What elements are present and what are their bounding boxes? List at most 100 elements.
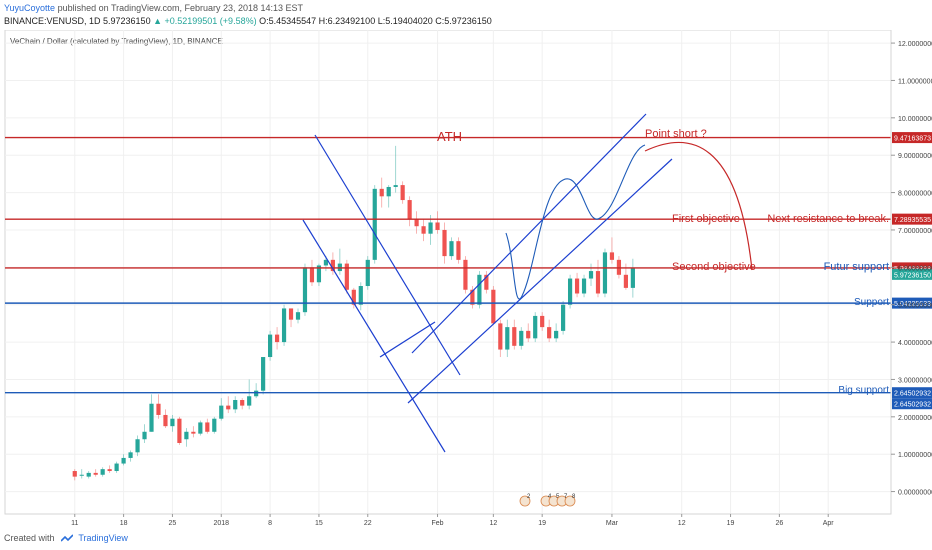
candle-body xyxy=(247,396,252,406)
y-tick-label: 11.00000000 xyxy=(898,78,932,85)
candle-body xyxy=(107,469,112,472)
event-marker-count: 4 xyxy=(548,494,552,500)
candle-body xyxy=(323,259,329,266)
second-objective-label: Second objective xyxy=(672,261,756,273)
level-price-label: 5.04225633 xyxy=(894,301,931,308)
candle-body xyxy=(435,222,440,230)
candle-body xyxy=(491,289,496,324)
level-price-label: 2.64502932 xyxy=(894,391,931,398)
price-axis[interactable]: 0.00000000 1.00000000 2.00000000 3.00000000… xyxy=(890,30,932,514)
projection-wave xyxy=(505,144,646,300)
candle-body xyxy=(588,271,594,279)
big-support-label: Big support xyxy=(838,385,889,396)
candle-body xyxy=(526,330,531,339)
candle-body xyxy=(309,267,315,283)
event-marker-icon[interactable] xyxy=(519,495,531,507)
candle-body xyxy=(135,439,140,453)
first-objective-label: First objective xyxy=(672,213,740,225)
symbol-price: BINANCE:VENUSD, 1D 5.97236150 xyxy=(4,16,151,26)
time-axis[interactable]: 11 18 25 2018 8 15 22 Feb 12 19 Mar 12 19 26 Apr xyxy=(5,513,891,527)
candle-body xyxy=(421,226,426,234)
event-marker-count: 5 xyxy=(556,494,560,500)
candle-body xyxy=(274,334,280,343)
level-price-label: 2.64502932 xyxy=(894,402,931,409)
candle-body xyxy=(595,271,601,294)
candle-body xyxy=(79,474,84,476)
candle-body xyxy=(574,278,580,294)
y-tick-label: 4.00000000 xyxy=(898,340,932,347)
projection-arc xyxy=(644,141,753,271)
futur-support-label: Futur support xyxy=(824,261,889,273)
candle-body xyxy=(379,188,384,197)
ath-label: ATH xyxy=(437,129,462,144)
candle-body xyxy=(240,400,245,406)
level-price-tag xyxy=(892,262,932,274)
candle-body xyxy=(407,200,412,219)
level-price-tag xyxy=(892,297,932,309)
event-marker-count: 7 xyxy=(564,494,568,500)
candle-body xyxy=(540,315,545,328)
candle-body xyxy=(505,327,510,350)
event-marker-icon[interactable] xyxy=(564,495,576,507)
candle-body xyxy=(121,457,126,464)
candle-body xyxy=(72,471,77,477)
asc-channel-lower xyxy=(407,158,673,404)
author-link[interactable]: YuyuCoyotte xyxy=(4,3,56,13)
y-tick-label: 6.00000000 xyxy=(898,265,932,272)
desc-channel-lower xyxy=(302,219,446,453)
candle-body xyxy=(268,334,273,358)
desc-channel-upper xyxy=(314,134,461,376)
level-price-label: 9.47163873 xyxy=(894,136,931,143)
point-short-label: Point short ? xyxy=(645,128,707,140)
candle-body xyxy=(351,289,356,305)
price-chart[interactable]: VeChain / Dollar (calculated by TradingV… xyxy=(0,29,932,530)
y-tick-label: 12.00000000 xyxy=(898,41,932,48)
level-price-tag xyxy=(892,398,932,410)
candle-body xyxy=(372,188,377,260)
x-tick-label: 12 xyxy=(678,520,686,527)
y-tick-label: 1.00000000 xyxy=(898,452,932,459)
x-tick-label: 19 xyxy=(538,520,546,527)
event-marker-count: 8 xyxy=(572,494,576,500)
candle-body xyxy=(484,274,489,290)
candle-body xyxy=(205,422,210,432)
candle-body xyxy=(86,472,91,477)
chart-header: YuyuCoyotte published on TradingView.com… xyxy=(0,0,932,30)
level-price-tag xyxy=(892,132,932,144)
candle-body xyxy=(533,315,538,339)
candle-body xyxy=(609,252,615,260)
candle-body xyxy=(463,259,468,290)
candle-body xyxy=(149,403,154,432)
chart-area[interactable]: VeChain / Dollar (calculated by TradingV… xyxy=(0,29,932,530)
x-tick-label: 22 xyxy=(364,520,372,527)
asc-channel-upper xyxy=(411,113,647,354)
candle-body xyxy=(400,185,405,201)
tradingview-brand[interactable]: TradingView xyxy=(78,533,128,543)
x-tick-label: 8 xyxy=(268,520,272,527)
candle-body xyxy=(316,265,322,283)
candle-body xyxy=(365,259,370,287)
candle-body xyxy=(344,263,349,290)
y-tick-label: 2.00000000 xyxy=(898,415,932,422)
candle-body xyxy=(498,323,503,350)
candle-body xyxy=(602,252,608,294)
candle-body xyxy=(281,308,287,343)
desc-channel-cross xyxy=(379,321,436,358)
y-tick-label: 0.00000000 xyxy=(898,490,932,497)
candle-body xyxy=(170,418,175,427)
x-tick-label: 15 xyxy=(315,520,323,527)
candle-body xyxy=(554,330,559,339)
candle-body xyxy=(93,472,98,475)
candle-body xyxy=(567,278,573,305)
current-price-tag xyxy=(892,268,932,280)
x-tick-label: 25 xyxy=(169,520,177,527)
x-tick-label: 19 xyxy=(727,520,735,527)
candle-body xyxy=(581,278,587,294)
candle-body xyxy=(470,289,475,305)
candle-body xyxy=(358,286,363,305)
x-tick-label: 12 xyxy=(489,520,497,527)
ohlc-values: O:5.45345547 H:6.23492100 L:5.19404020 C… xyxy=(259,16,492,26)
candle-body xyxy=(414,218,419,227)
candle-body xyxy=(630,268,635,288)
